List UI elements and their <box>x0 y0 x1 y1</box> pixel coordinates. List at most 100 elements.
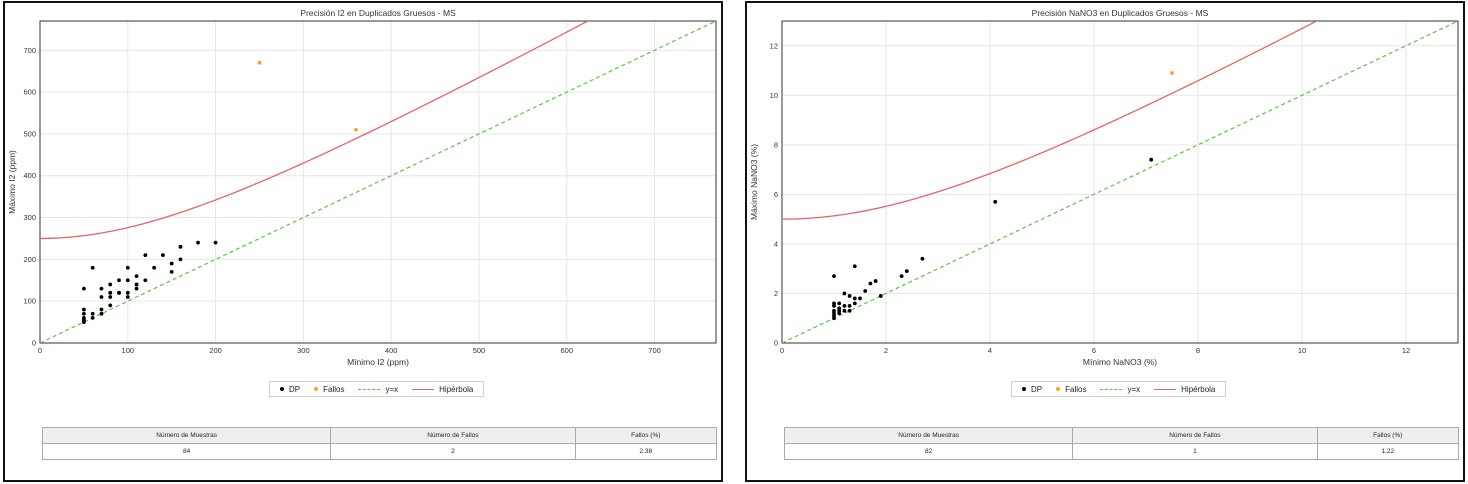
x-axis-label: Mínimo NaNO3 (%) <box>1083 357 1157 367</box>
x-tick-label: 300 <box>297 346 310 355</box>
dashed-line-icon <box>1100 388 1123 390</box>
identity-line <box>40 21 716 343</box>
x-tick-label: 500 <box>473 346 486 355</box>
dp-point <box>81 307 86 312</box>
value-samples: 82 <box>783 443 1074 460</box>
dp-marker-icon <box>1022 387 1026 391</box>
legend-label-identity: y=x <box>1127 384 1141 394</box>
y-tick-label: 6 <box>774 190 778 199</box>
legend-item-dp: DP <box>1022 385 1042 394</box>
dp-point <box>878 294 883 298</box>
x-tick-label: 0 <box>38 346 42 355</box>
legend-label-fallos: Fallos <box>1065 384 1087 394</box>
fallos-point <box>1170 71 1174 75</box>
dp-point <box>863 289 868 293</box>
dp-point <box>899 274 904 279</box>
dp-point <box>117 278 121 283</box>
y-tick-label: 100 <box>23 297 36 306</box>
chart-panel-nano3: 0 2 4 6 8 10 12 0 2 4 6 8 10 12 Precisión NaNO3 en Dup… <box>745 1 1465 482</box>
dp-point <box>125 265 130 270</box>
header-failure-pct: Fallos (%) <box>1316 427 1460 444</box>
legend-label-dp: DP <box>1031 384 1043 394</box>
summary-header-row: Número de Muestras Número de Fallos Fall… <box>41 427 718 444</box>
hyperbola-line <box>782 21 1319 220</box>
y-tick-label: 10 <box>770 91 778 100</box>
header-failures: Número de Fallos <box>330 427 576 444</box>
dp-point <box>842 291 847 296</box>
legend-item-hyperbola: Hipérbola <box>1154 385 1215 394</box>
dp-point <box>1149 157 1154 162</box>
legend-item-identity: y=x <box>358 385 398 394</box>
y-tick-label: 12 <box>770 41 778 50</box>
x-tick-label: 4 <box>988 346 992 355</box>
y-tick-label: 0 <box>774 339 778 348</box>
y-tick-label: 200 <box>23 255 36 264</box>
dp-point <box>108 282 113 287</box>
dp-point <box>169 270 174 274</box>
dp-point <box>852 296 857 301</box>
y-tick-label: 400 <box>23 171 36 180</box>
y-tick-label: 0 <box>32 339 36 348</box>
plot-area <box>782 21 1458 343</box>
x-tick-label: 12 <box>1402 346 1410 355</box>
legend-label-hyperbola: Hipérbola <box>1181 384 1216 394</box>
y-tick-label: 2 <box>774 289 778 298</box>
header-failures: Número de Fallos <box>1072 427 1318 444</box>
dp-point <box>125 278 130 283</box>
summary-table-i2: Número de Muestras Número de Fallos Fall… <box>41 427 718 460</box>
dp-point <box>81 311 86 316</box>
fallos-point <box>354 127 358 132</box>
y-tick-label: 8 <box>774 140 778 149</box>
y-tick-label: 600 <box>23 88 36 97</box>
legend-i2: DP Fallos y=x Hipérbola <box>269 381 485 397</box>
dp-point <box>108 303 113 308</box>
dp-point <box>99 295 104 299</box>
y-tick-label: 4 <box>774 239 778 248</box>
solid-line-icon <box>1154 388 1177 390</box>
x-tick-label: 600 <box>560 346 573 355</box>
legend-label-dp: DP <box>289 384 301 394</box>
dp-point <box>81 286 86 291</box>
dp-point <box>99 286 104 291</box>
identity-line <box>782 21 1458 343</box>
dp-point <box>832 274 836 279</box>
dp-point <box>852 301 857 306</box>
x-tick-label: 100 <box>122 346 135 355</box>
dp-point <box>213 240 218 245</box>
dp-point <box>81 318 86 322</box>
dp-point <box>161 253 165 258</box>
dp-point <box>143 278 148 283</box>
dp-point <box>837 306 842 311</box>
x-tick-label: 8 <box>1196 346 1200 355</box>
y-axis-label: Máximo I2 (ppm) <box>7 150 17 214</box>
dp-point <box>108 295 113 299</box>
chart-title: Precisión NaNO3 en Duplicados Gruesos - … <box>1032 8 1209 18</box>
dashed-line-icon <box>358 388 381 390</box>
value-failure-pct: 2.38 <box>574 443 718 460</box>
dp-point <box>134 282 139 287</box>
y-axis-label: Máximo NaNO3 (%) <box>749 144 759 220</box>
x-tick-label: 200 <box>209 346 222 355</box>
dp-point <box>108 290 113 295</box>
dp-point <box>99 311 104 316</box>
chart-title: Precisión I2 en Duplicados Gruesos - MS <box>300 8 456 18</box>
value-failures: 1 <box>1072 443 1318 460</box>
dp-point <box>196 240 200 245</box>
x-tick-label: 0 <box>780 346 784 355</box>
x-tick-label: 2 <box>884 346 888 355</box>
header-failure-pct: Fallos (%) <box>574 427 718 444</box>
dp-point <box>99 307 104 312</box>
dp-point <box>134 274 139 278</box>
dp-point <box>904 269 909 274</box>
chart-nano3: 0 2 4 6 8 10 12 0 2 4 6 8 10 12 Precisión NaNO3 en Dup… <box>749 8 1459 367</box>
fallos-marker-icon <box>314 387 319 391</box>
legend-label-fallos: Fallos <box>323 384 345 394</box>
dp-point <box>993 199 998 204</box>
legend-nano3: DP Fallos y=x Hipérbola <box>1011 381 1227 397</box>
summary-value-row: 82 1 1.22 <box>783 443 1460 460</box>
summary-table-nano3: Número de Muestras Número de Fallos Fall… <box>783 427 1460 460</box>
dp-point <box>178 244 183 249</box>
dp-point <box>852 264 857 269</box>
dp-point <box>125 290 130 295</box>
dp-point <box>847 294 852 298</box>
